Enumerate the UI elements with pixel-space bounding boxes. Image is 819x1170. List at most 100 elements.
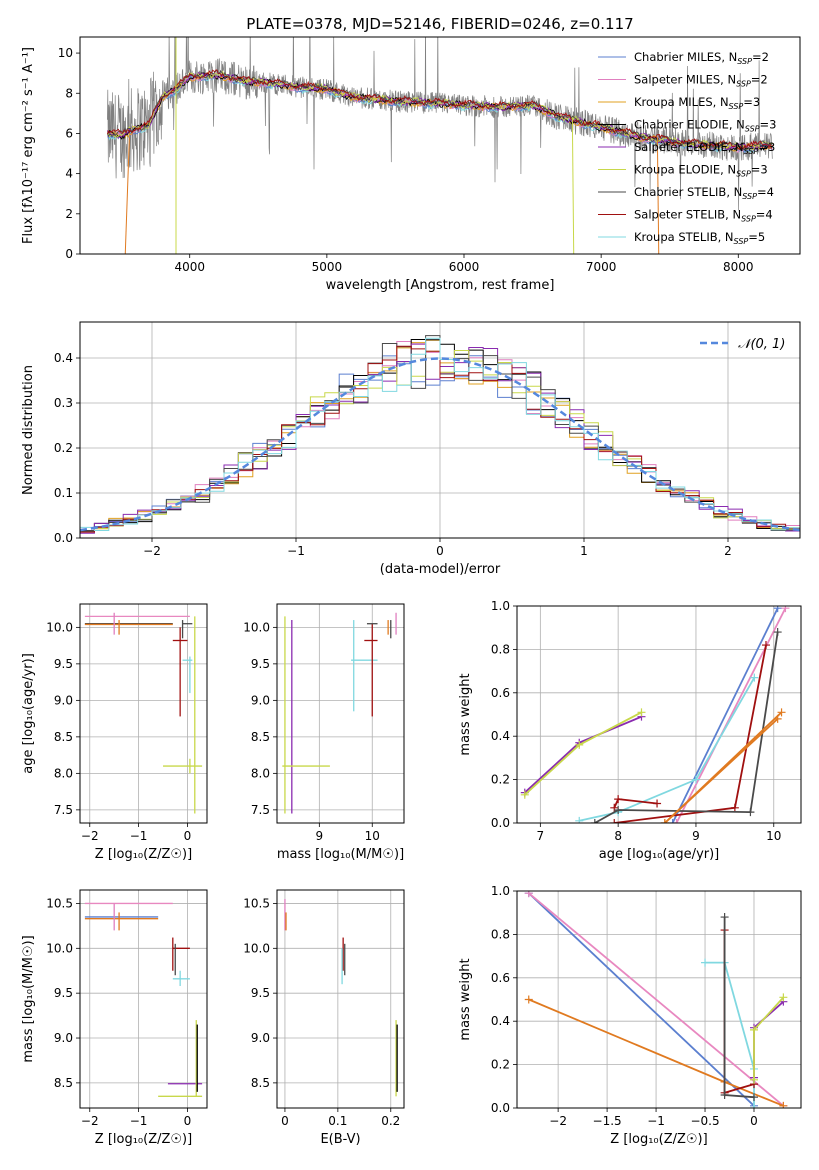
- y-tick-label: 0.2: [491, 1058, 510, 1072]
- x-tick-label: 8000: [723, 260, 754, 274]
- mass-weight-point: [660, 819, 669, 823]
- mass-weight-point: [637, 708, 646, 717]
- mass-weight-series-line: [675, 607, 787, 823]
- mass-weight-point: [779, 1101, 788, 1108]
- x-tick-label: −2: [81, 1114, 99, 1128]
- residual-legend: 𝒩(0, 1): [700, 337, 785, 352]
- mass-weight-point: [691, 775, 700, 784]
- y-tick-label: 8.0: [251, 766, 270, 780]
- panel-residuals: −2 −1 0 1 2 0.0 0.1 0.2 0.3 0.4 (data-model)/error…: [21, 321, 801, 577]
- x-tick-label: −1: [130, 1114, 148, 1128]
- plot-area: [80, 335, 800, 534]
- y-tick-label: 0.0: [491, 816, 510, 830]
- x-axis-label: Z [log₁₀(Z/Z☉)]: [610, 1132, 707, 1147]
- mass-weight-point: [653, 799, 662, 808]
- y-tick-label: 10.5: [243, 896, 270, 910]
- histogram-salp-stelib: [80, 345, 800, 533]
- mass-weight-series-line: [705, 961, 755, 1108]
- y-tick-label: 2: [65, 207, 73, 221]
- y-tick-label: 8.5: [54, 730, 73, 744]
- plot-area: [84, 902, 203, 1097]
- mass-weight-point: [750, 673, 759, 682]
- mass-weight-point: [520, 790, 529, 799]
- plot-area: [524, 891, 788, 1108]
- legend-label: Chabrier MILES, NSSP=2: [634, 50, 769, 66]
- y-tick-label: 0: [65, 247, 73, 261]
- y-tick-label: 1.0: [491, 599, 510, 613]
- x-tick-label: 1: [580, 544, 588, 558]
- axes-frame: [79, 889, 208, 1109]
- spectrum-legend: Chabrier MILES, NSSP=2 Salpeter MILES, NS…: [598, 50, 776, 246]
- legend-label: Kroupa STELIB, NSSP=5: [634, 230, 765, 246]
- y-tick-label: 0.2: [54, 441, 73, 455]
- mass-weight-point: [668, 819, 677, 823]
- mass-weight-series-line: [528, 892, 755, 1107]
- mass-weight-point: [749, 1093, 758, 1102]
- x-tick-label: 0: [184, 1114, 192, 1128]
- x-tick-label: −2: [81, 829, 99, 843]
- axes-frame: [276, 889, 405, 1109]
- x-tick-label: −1.5: [593, 1114, 622, 1128]
- plot-area: [106, 37, 773, 254]
- mass-weight-point: [720, 1090, 729, 1099]
- y-axis-label: Flux [fλ10⁻¹⁷ erg cm⁻² s⁻¹ A⁻¹]: [21, 47, 36, 244]
- x-tick-label: 10: [766, 829, 781, 843]
- y-tick-label: 9.5: [251, 657, 270, 671]
- legend-label: Salpeter MILES, NSSP=2: [634, 73, 768, 89]
- mass-weight-point: [701, 958, 710, 967]
- x-axis-label: mass [log₁₀(M/M☉)]: [277, 847, 404, 862]
- y-tick-label: 0.1: [54, 486, 73, 500]
- y-tick-label: 10: [58, 46, 73, 60]
- mass-weight-series-line: [664, 711, 783, 823]
- mass-weight-point: [614, 795, 623, 804]
- mass-weight-point: [749, 1104, 758, 1108]
- panel-massweight-vs-Z: −2 −1.5 −1 −0.5 0 0.0 0.2 0.4 0.6 0.8 1.0 Z [log₁₀(…: [458, 884, 802, 1147]
- spectrum-edge-line: [124, 137, 130, 254]
- y-tick-label: 0.6: [491, 971, 510, 985]
- x-tick-label: 10: [365, 829, 380, 843]
- y-tick-label: 9.5: [54, 986, 73, 1000]
- figure-title: PLATE=0378, MJD=52146, FIBERID=0246, z=0…: [246, 15, 633, 33]
- y-tick-label: 7.5: [251, 803, 270, 817]
- x-tick-label: 0: [436, 544, 444, 558]
- plot-area: [284, 898, 398, 1097]
- legend-label: Chabrier STELIB, NSSP=4: [634, 185, 774, 201]
- panel-age-vs-Z: −2 −1 0 7.5 8.0 8.5 9.0 9.5 10.0 Z [log₁₀(Z/Z☉)] a…: [21, 603, 208, 862]
- panel-spectrum: 4000 5000 6000 7000 8000 0 2 4 6 8 10 wavelength [A…: [21, 36, 801, 293]
- y-tick-label: 0.3: [54, 396, 73, 410]
- y-tick-label: 9.0: [251, 693, 270, 707]
- x-tick-label: 8: [614, 829, 622, 843]
- legend-label: Kroupa MILES, NSSP=3: [634, 95, 760, 111]
- mass-weight-point: [777, 708, 786, 717]
- y-tick-label: 0.8: [491, 642, 510, 656]
- y-tick-label: 7.5: [54, 803, 73, 817]
- y-tick-label: 4: [65, 167, 73, 181]
- mass-weight-point: [773, 628, 782, 637]
- mass-weight-point: [590, 819, 599, 823]
- x-tick-label: 4000: [174, 260, 205, 274]
- y-tick-label: 8.5: [251, 1076, 270, 1090]
- x-axis-label: Z [log₁₀(Z/Z☉)]: [95, 847, 192, 862]
- legend-label: Chabrier ELODIE, NSSP=3: [634, 118, 776, 134]
- x-tick-label: 0: [184, 829, 192, 843]
- x-axis-label: age [log₁₀(age/yr)]: [599, 847, 720, 862]
- y-tick-label: 8.5: [251, 730, 270, 744]
- plot-area: [282, 612, 397, 814]
- x-tick-label: −1: [287, 544, 305, 558]
- y-tick-label: 10.5: [46, 896, 73, 910]
- axes-frame: [516, 605, 802, 824]
- legend-label: 𝒩(0, 1): [738, 337, 785, 352]
- mass-weight-series-line: [579, 677, 756, 822]
- x-tick-label: 7000: [586, 260, 617, 274]
- x-tick-label: −2: [143, 544, 161, 558]
- mass-weight-point: [781, 606, 790, 613]
- y-tick-label: 0.6: [491, 686, 510, 700]
- mass-weight-point: [575, 816, 584, 823]
- y-tick-label: 8.5: [54, 1076, 73, 1090]
- axes-frame: [516, 890, 802, 1109]
- normal-curve-line: [80, 357, 800, 532]
- x-tick-label: 0.1: [328, 1114, 347, 1128]
- model-spectrum-salp-elodie: [107, 71, 773, 152]
- model-spectrum-salp-stelib: [106, 69, 773, 151]
- mass-weight-series-line: [594, 631, 779, 823]
